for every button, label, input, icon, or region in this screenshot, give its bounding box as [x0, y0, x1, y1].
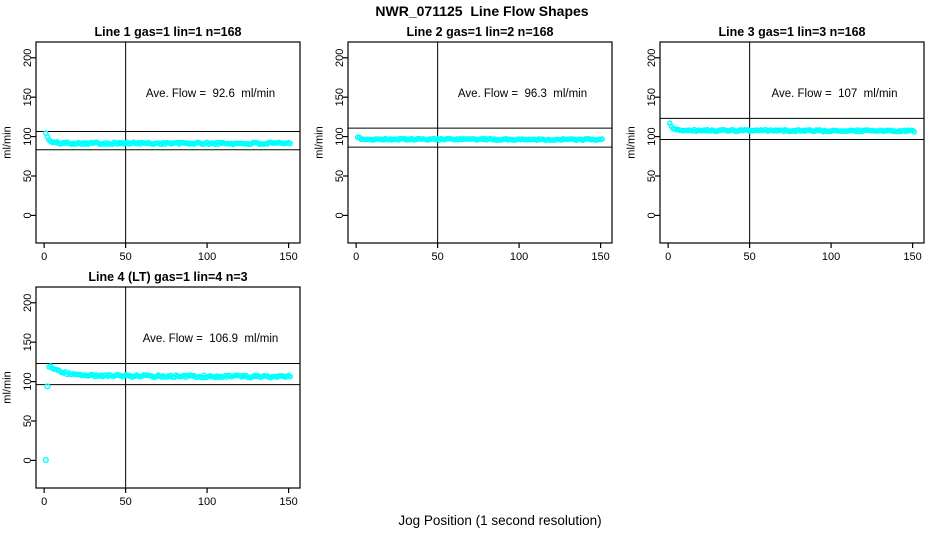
subplot-line-3: Line 3 gas=1 lin=3 n=168 ml/min 0 50 100 15…	[624, 20, 936, 265]
y-tick-label: 200	[646, 49, 658, 67]
x-tick-label: 150	[903, 251, 921, 263]
x-tick-label: 150	[279, 496, 297, 508]
ave-flow-annotation: Ave. Flow = 92.6 ml/min	[145, 88, 276, 100]
plot-box	[35, 41, 301, 244]
y-tick-label: 150	[22, 333, 34, 351]
data-point	[287, 373, 294, 380]
plot-box	[347, 41, 613, 244]
y-tick-label: 0	[22, 212, 34, 218]
y-tick-label: 100	[334, 127, 346, 145]
x-tick-label: 100	[198, 251, 216, 263]
y-tick-label: 150	[22, 88, 34, 106]
x-tick-label: 50	[120, 496, 132, 508]
x-tick-label: 100	[822, 251, 840, 263]
subplot-line-2-title: Line 2 gas=1 lin=2 n=168	[406, 25, 554, 39]
outlier-point	[44, 383, 51, 390]
x-tick-label: 50	[744, 251, 756, 263]
ave-flow-annotation: Ave. Flow = 107 ml/min	[771, 88, 898, 100]
data-point	[287, 140, 294, 147]
subplot-line-4-title: Line 4 (LT) gas=1 lin=4 n=3	[88, 270, 248, 284]
data-point	[599, 136, 606, 142]
y-tick-label: 200	[334, 49, 346, 67]
y-tick-label: 50	[646, 170, 658, 182]
x-tick-label: 100	[198, 496, 216, 508]
x-axis-label: Jog Position (1 second resolution)	[398, 513, 602, 528]
data-point	[911, 129, 918, 135]
subplot-line-1: Line 1 gas=1 lin=1 n=168 ml/min 0 50 100 15…	[0, 20, 312, 265]
x-tick-label: 100	[510, 251, 528, 263]
y-tick-label: 0	[334, 212, 346, 218]
y-tick-label: 100	[22, 127, 34, 145]
subplot-line-1-title: Line 1 gas=1 lin=1 n=168	[94, 25, 242, 39]
y-tick-label: 150	[334, 88, 346, 106]
subplot-line-1-canvas: 0 50 100 150 0 50 100 150 200	[22, 41, 301, 263]
x-tick-label: 150	[279, 251, 297, 263]
outlier-point	[42, 456, 49, 464]
x-tick-label: 0	[41, 251, 47, 263]
subplot-line-3-title: Line 3 gas=1 lin=3 n=168	[718, 25, 866, 39]
subplot-line-4-canvas: 0 50 100 150 0 50 100 150 200	[22, 286, 301, 508]
x-tick-label: 150	[591, 251, 609, 263]
x-tick-label: 50	[120, 251, 132, 263]
y-tick-label: 200	[22, 294, 34, 312]
x-tick-label: 50	[432, 251, 444, 263]
ave-flow-annotation: Ave. Flow = 106.9 ml/min	[142, 333, 279, 345]
x-tick-label: 0	[41, 496, 47, 508]
y-tick-label: 100	[646, 127, 658, 145]
subplot-line-4: Line 4 (LT) gas=1 lin=4 n=3 ml/min 0 50 10…	[0, 265, 312, 510]
x-tick-label: 0	[353, 251, 359, 263]
subplot-line-2-canvas: 0 50 100 150 0 50 100 150 200	[334, 41, 613, 263]
main-title: NWR_071125 Line Flow Shapes	[375, 3, 589, 19]
subplot-line-3-canvas: 0 50 100 150 0 50 100 150 200	[646, 41, 925, 263]
plot-box	[35, 286, 301, 489]
y-tick-label: 50	[22, 415, 34, 427]
y-tick-label: 50	[334, 170, 346, 182]
y-tick-label: 100	[22, 372, 34, 390]
y-tick-label: 150	[646, 88, 658, 106]
plot-box	[659, 41, 925, 244]
y-tick-label: 0	[646, 212, 658, 218]
y-tick-label: 0	[22, 457, 34, 463]
subplot-line-2: Line 2 gas=1 lin=2 n=168 ml/min 0 50 100 15…	[312, 20, 624, 265]
ave-flow-annotation: Ave. Flow = 96.3 ml/min	[457, 88, 588, 100]
y-tick-label: 50	[22, 170, 34, 182]
y-tick-label: 200	[22, 49, 34, 67]
x-tick-label: 0	[665, 251, 671, 263]
